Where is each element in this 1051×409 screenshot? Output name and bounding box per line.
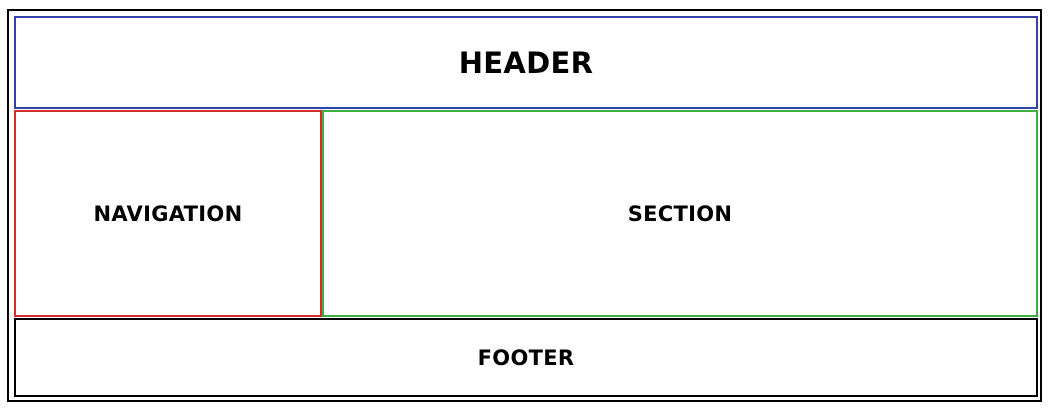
page-container (7, 9, 1042, 402)
header-label: HEADER (458, 45, 594, 80)
navigation-label: NAVIGATION (93, 201, 243, 226)
footer-block: FOOTER (14, 318, 1038, 397)
footer-label: FOOTER (477, 345, 575, 370)
header-block: HEADER (14, 16, 1038, 109)
section-label: SECTION (627, 201, 733, 226)
navigation-block: NAVIGATION (14, 110, 322, 317)
section-block: SECTION (322, 110, 1038, 317)
